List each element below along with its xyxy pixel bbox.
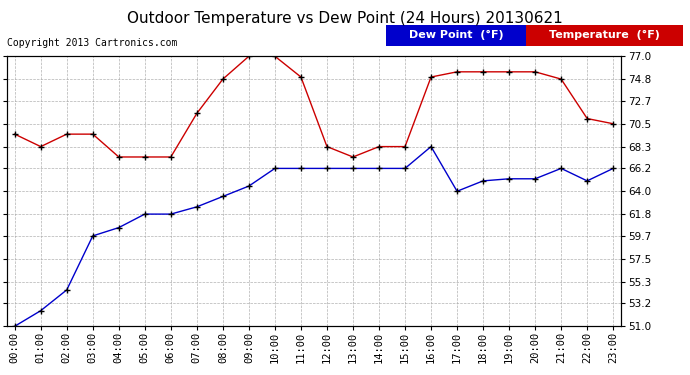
Text: Dew Point  (°F): Dew Point (°F) [408,30,504,40]
FancyBboxPatch shape [526,25,683,46]
FancyBboxPatch shape [386,25,526,46]
Text: Copyright 2013 Cartronics.com: Copyright 2013 Cartronics.com [7,38,177,48]
Text: Outdoor Temperature vs Dew Point (24 Hours) 20130621: Outdoor Temperature vs Dew Point (24 Hou… [127,11,563,26]
Text: Temperature  (°F): Temperature (°F) [549,30,660,40]
